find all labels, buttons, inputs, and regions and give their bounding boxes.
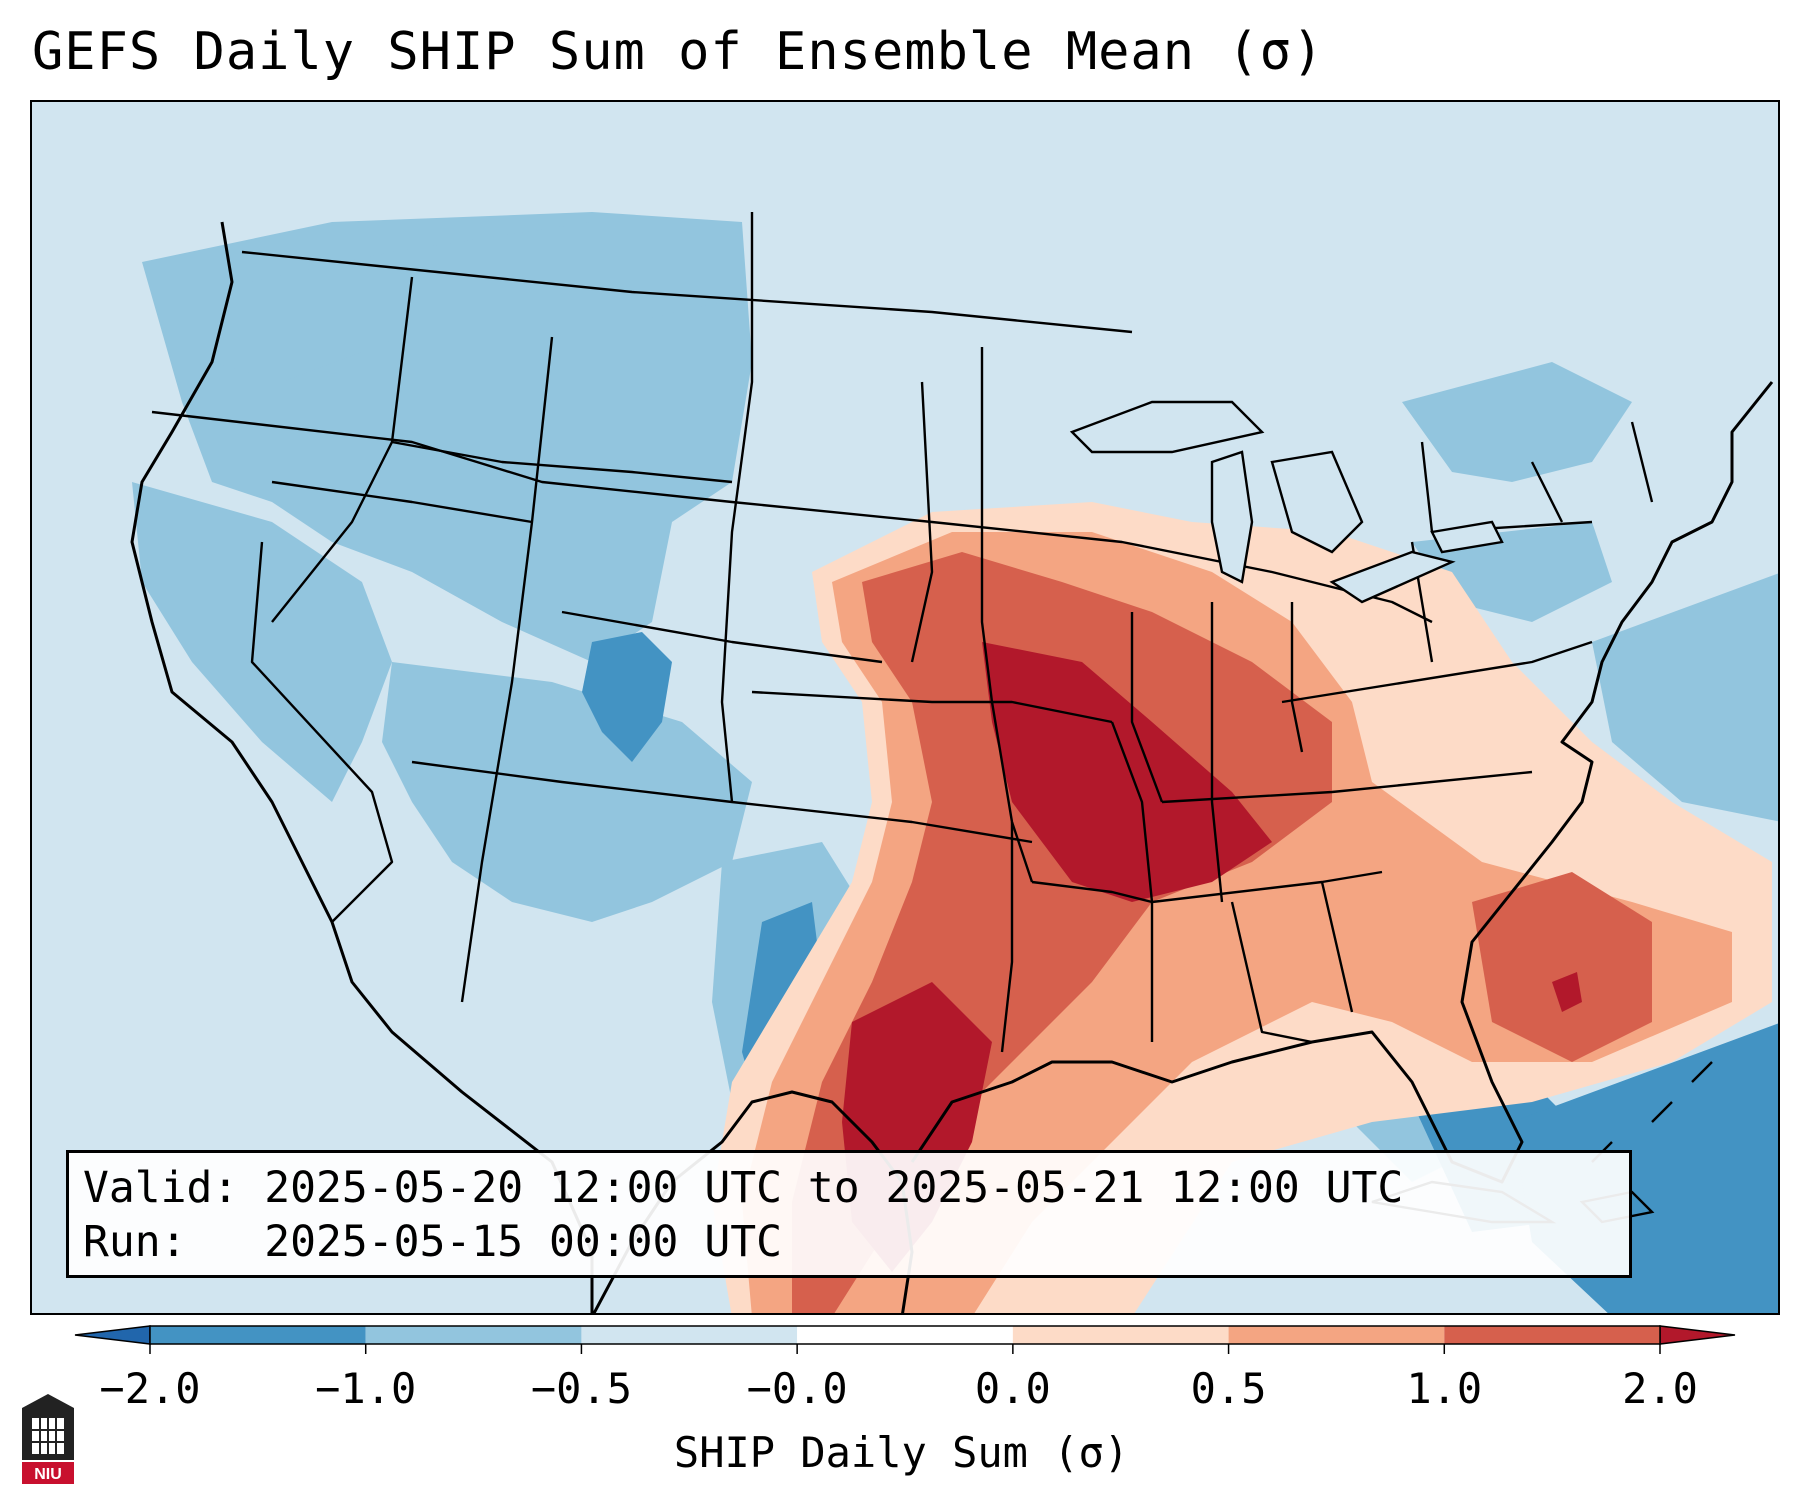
colorbar-tick-label: −2.0	[99, 1364, 200, 1413]
colorbar-tick-label: 1.0	[1406, 1364, 1482, 1413]
niu-logo: NIU	[18, 1390, 78, 1490]
valid-label: Valid:	[83, 1163, 238, 1213]
map-panel	[30, 100, 1780, 1315]
colorbar-tick-label: −0.5	[531, 1364, 632, 1413]
ship-field-map	[32, 102, 1780, 1315]
colorbar	[0, 1318, 1803, 1362]
colorbar-tick-label: −1.0	[315, 1364, 416, 1413]
colorbar-extend-high	[1660, 1326, 1735, 1344]
colorbar-bin	[150, 1326, 366, 1344]
svg-text:NIU: NIU	[34, 1466, 62, 1483]
valid-run-info-box: Valid: 2025-05-20 12:00 UTC to 2025-05-2…	[66, 1150, 1632, 1278]
chart-title: GEFS Daily SHIP Sum of Ensemble Mean (σ)	[32, 22, 1324, 82]
valid-value: 2025-05-20 12:00 UTC to 2025-05-21 12:00…	[264, 1163, 1403, 1213]
colorbar-tick-label: 0.0	[975, 1364, 1051, 1413]
colorbar-bin	[366, 1326, 582, 1344]
colorbar-bin	[1013, 1326, 1229, 1344]
colorbar-bin	[1444, 1326, 1660, 1344]
colorbar-label: SHIP Daily Sum (σ)	[674, 1428, 1129, 1477]
colorbar-tick-label: 0.5	[1191, 1364, 1267, 1413]
run-label: Run:	[83, 1217, 187, 1267]
colorbar-extend-low	[75, 1326, 150, 1344]
colorbar-tick-label: −0.0	[747, 1364, 848, 1413]
colorbar-bin	[581, 1326, 797, 1344]
colorbar-bin	[797, 1326, 1013, 1344]
colorbar-bin	[1229, 1326, 1445, 1344]
colorbar-segments	[75, 1326, 1735, 1354]
colorbar-tick-label: 2.0	[1622, 1364, 1698, 1413]
run-value: 2025-05-15 00:00 UTC	[264, 1217, 782, 1267]
